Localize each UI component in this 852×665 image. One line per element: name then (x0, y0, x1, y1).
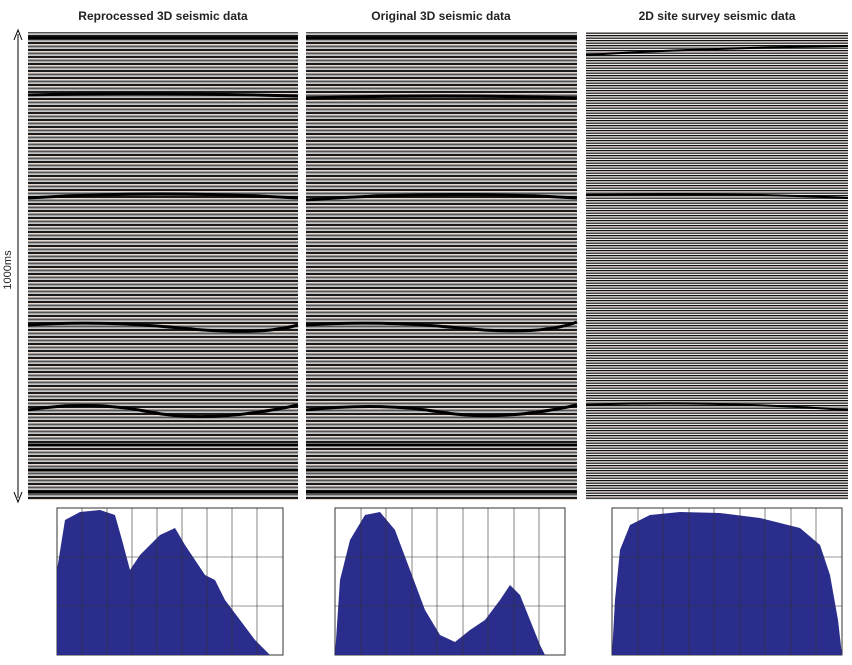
axis-label: 1000ms (2, 250, 14, 290)
seismic-panel (585, 32, 849, 500)
seismic-panel (305, 32, 578, 500)
panel-title: 2D site survey seismic data (639, 9, 796, 23)
axis-arrows (13, 28, 23, 504)
spectrum (334, 507, 566, 656)
spectrum (611, 507, 843, 656)
spectrum (56, 507, 284, 656)
seismic-panel (27, 32, 299, 500)
panel-title: Reprocessed 3D seismic data (78, 9, 248, 23)
panel-title: Original 3D seismic data (371, 9, 511, 23)
